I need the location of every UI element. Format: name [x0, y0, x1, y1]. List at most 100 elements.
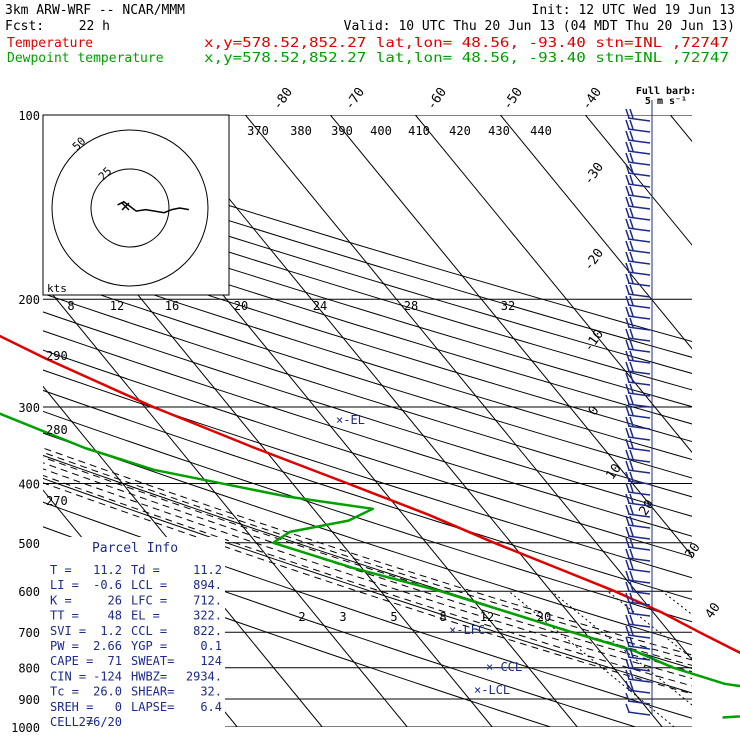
- moist-adiabat: [43, 447, 692, 656]
- wind-barb-staff: [627, 667, 651, 672]
- dry-adiabat: [43, 223, 692, 425]
- wind-barb-flag: [625, 460, 630, 471]
- parcel-info-value: 1.2: [100, 624, 122, 638]
- wind-barb-flag: [629, 152, 634, 163]
- wind-barb-flag: [629, 350, 634, 361]
- dry-adiabat: [43, 275, 692, 479]
- wind-barb-staff: [627, 403, 651, 408]
- pressure-label: 1000: [11, 721, 40, 735]
- wind-barb-staff: [627, 700, 651, 705]
- isotherm-line: [245, 115, 692, 661]
- wind-barb-flag: [629, 108, 634, 119]
- wind-barb-flag: [625, 559, 630, 570]
- parcel-info-key: SVI =: [50, 624, 86, 638]
- level-marker: ×-CCL: [486, 660, 522, 674]
- wind-barb-flag: [629, 603, 634, 614]
- wind-barb-flag: [629, 504, 634, 515]
- wind-barb-staff: [627, 205, 651, 210]
- isotherm-label: 0: [586, 403, 603, 418]
- wind-barb-flag: [629, 427, 634, 438]
- wind-barb-staff: [627, 590, 651, 595]
- pressure-label: 900: [18, 693, 40, 707]
- wind-barb-flag: [625, 405, 630, 416]
- dry-adiabat: [43, 330, 692, 537]
- pressure-label: 100: [18, 109, 40, 123]
- parcel-info-key: PW =: [50, 639, 79, 653]
- wind-barb-flag: [629, 592, 634, 603]
- wind-barb-flag: [629, 625, 634, 636]
- wind-barb-flag: [625, 394, 630, 405]
- wind-barb-flag: [629, 416, 634, 427]
- level-marker: ×-LFC: [449, 623, 485, 637]
- wind-barb-flag: [625, 636, 630, 647]
- wind-barb-flag: [629, 141, 634, 152]
- wind-barb-flag: [625, 361, 630, 372]
- wind-barb-flag: [629, 229, 634, 240]
- forecast-hour: 22 h: [79, 19, 110, 34]
- dry-adiabat: [43, 176, 692, 374]
- theta-left-label: 280: [46, 423, 68, 437]
- wind-barb-staff: [627, 480, 651, 485]
- wind-barb-flag: [629, 240, 634, 251]
- parcel-info-value: -124: [93, 669, 122, 683]
- pressure-label: 200: [18, 293, 40, 307]
- dry-adiabat: [43, 191, 692, 391]
- wind-barb-flag: [629, 515, 634, 526]
- theta-label: 420: [449, 124, 471, 138]
- theta-label: 440: [530, 124, 552, 138]
- isotherm-line: [415, 115, 692, 454]
- wind-barb-flag: [629, 526, 634, 537]
- isotherm-label: -20: [581, 246, 607, 274]
- wind-barb-staff: [627, 678, 651, 683]
- wind-barb-flag: [629, 317, 634, 328]
- wind-barb-staff: [627, 282, 651, 287]
- wind-barb-flag: [629, 163, 634, 174]
- wind-barb-staff: [627, 656, 651, 661]
- parcel-info-key: T =: [50, 563, 72, 577]
- dry-adiabat: [43, 257, 692, 461]
- wind-barb-flag: [625, 482, 630, 493]
- parcel-info-value: 32.: [200, 685, 222, 699]
- wind-barb-flag: [625, 680, 630, 691]
- wind-barb-staff: [627, 513, 651, 518]
- parcel-info-key: EL =: [131, 609, 160, 623]
- dewpoint-line: [0, 412, 740, 719]
- wind-barb-flag: [629, 196, 634, 207]
- wind-barb-staff: [627, 315, 651, 320]
- parcel-info-key: Tc =: [50, 685, 79, 699]
- wind-barb-staff: [627, 370, 651, 375]
- wind-barb-flag: [625, 449, 630, 460]
- wind-barb-flag: [629, 372, 634, 383]
- wind-barb-flag: [625, 295, 630, 306]
- parcel-info-value: 71: [108, 654, 122, 668]
- wind-barb-staff: [627, 337, 651, 342]
- dry-adiabat: [43, 311, 692, 517]
- parcel-info-key: SREH =: [50, 700, 93, 714]
- pressure-label: 400: [18, 477, 40, 491]
- wind-barb-flag: [625, 614, 630, 625]
- dewpoint-legend: Dewpoint temperature: [7, 51, 164, 66]
- dry-adiabat: [43, 501, 692, 719]
- wind-barb-staff: [627, 458, 651, 463]
- hodograph-ring-outer: [51, 129, 209, 287]
- hodograph-ring-inner: [90, 168, 170, 248]
- wind-barb-staff: [627, 491, 651, 496]
- wind-barb-flag: [629, 119, 634, 130]
- wind-barb-staff: [627, 304, 651, 309]
- wind-barb-staff: [627, 139, 651, 144]
- wind-barb-flag: [629, 306, 634, 317]
- parcel-info-key: CIN =: [50, 669, 86, 683]
- model-title: 3km ARW-WRF -- NCAR/MMM: [5, 3, 185, 18]
- pressure-label: 300: [18, 401, 40, 415]
- theta-label: 380: [290, 124, 312, 138]
- wind-barb-flag: [625, 152, 630, 163]
- wind-barb-flag: [629, 460, 634, 471]
- hodograph-storm-mark: [121, 202, 130, 211]
- parcel-info-key: LFC =: [131, 593, 167, 607]
- mixing-ratio-label: 3: [339, 610, 346, 624]
- parcel-info-key: CAPE =: [50, 654, 93, 668]
- dry-adiabat: [43, 477, 692, 694]
- wind-barb-flag: [625, 141, 630, 152]
- isotherm-label: -30: [581, 160, 607, 188]
